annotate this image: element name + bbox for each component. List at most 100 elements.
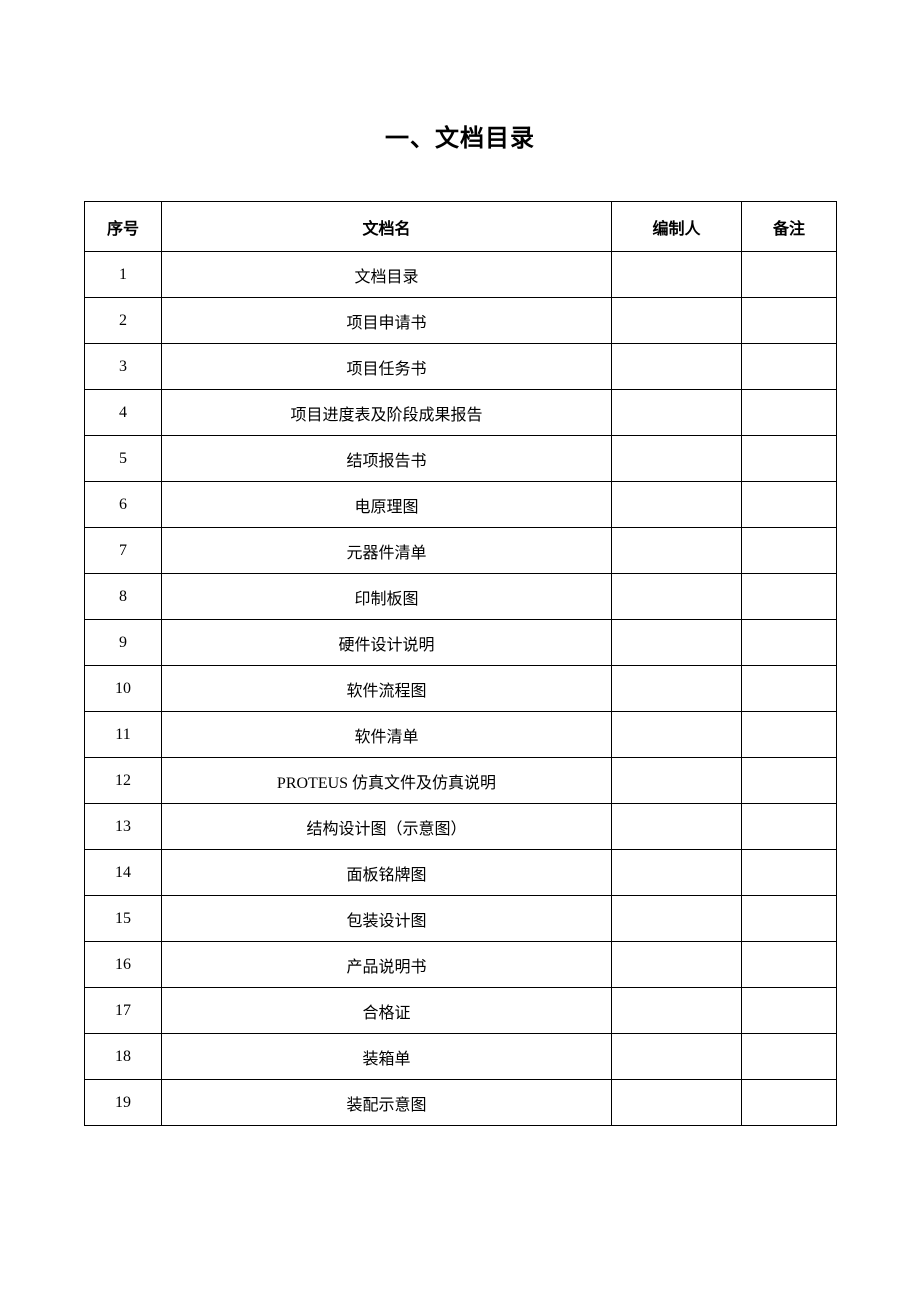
cell-author (612, 804, 742, 850)
cell-name: 硬件设计说明 (162, 620, 612, 666)
cell-author (612, 666, 742, 712)
cell-seq: 17 (85, 988, 162, 1034)
table-row: 7 元器件清单 (85, 528, 837, 574)
cell-remark (742, 896, 837, 942)
cell-seq: 15 (85, 896, 162, 942)
col-header-remark: 备注 (742, 202, 837, 252)
cell-author (612, 436, 742, 482)
cell-remark (742, 850, 837, 896)
cell-author (612, 712, 742, 758)
cell-author (612, 390, 742, 436)
table-body: 1 文档目录 2 项目申请书 3 项目任务书 4 项目进度表及阶段成果报告 5 … (85, 252, 837, 1126)
cell-name: 产品说明书 (162, 942, 612, 988)
cell-name: 电原理图 (162, 482, 612, 528)
col-header-author: 编制人 (612, 202, 742, 252)
table-row: 9 硬件设计说明 (85, 620, 837, 666)
cell-seq: 1 (85, 252, 162, 298)
cell-author (612, 1034, 742, 1080)
cell-name: 结项报告书 (162, 436, 612, 482)
cell-name: 包装设计图 (162, 896, 612, 942)
cell-name: 项目申请书 (162, 298, 612, 344)
cell-seq: 7 (85, 528, 162, 574)
cell-name: 项目进度表及阶段成果报告 (162, 390, 612, 436)
cell-author (612, 482, 742, 528)
cell-remark (742, 482, 837, 528)
cell-remark (742, 298, 837, 344)
col-header-name: 文档名 (162, 202, 612, 252)
cell-name: 装箱单 (162, 1034, 612, 1080)
cell-seq: 12 (85, 758, 162, 804)
page-title: 一、文档目录 (84, 118, 836, 153)
table-row: 15 包装设计图 (85, 896, 837, 942)
table-header-row: 序号 文档名 编制人 备注 (85, 202, 837, 252)
cell-seq: 11 (85, 712, 162, 758)
table-row: 10 软件流程图 (85, 666, 837, 712)
table-row: 12 PROTEUS 仿真文件及仿真说明 (85, 758, 837, 804)
cell-remark (742, 804, 837, 850)
table-row: 19 装配示意图 (85, 1080, 837, 1126)
cell-name: 文档目录 (162, 252, 612, 298)
cell-seq: 4 (85, 390, 162, 436)
cell-seq: 19 (85, 1080, 162, 1126)
cell-name: PROTEUS 仿真文件及仿真说明 (162, 758, 612, 804)
cell-name: 合格证 (162, 988, 612, 1034)
document-table: 序号 文档名 编制人 备注 1 文档目录 2 项目申请书 3 项目任务书 4 项… (84, 201, 837, 1126)
table-row: 8 印制板图 (85, 574, 837, 620)
cell-author (612, 298, 742, 344)
cell-remark (742, 252, 837, 298)
cell-remark (742, 666, 837, 712)
cell-remark (742, 942, 837, 988)
cell-seq: 5 (85, 436, 162, 482)
cell-seq: 14 (85, 850, 162, 896)
cell-name: 装配示意图 (162, 1080, 612, 1126)
table-row: 6 电原理图 (85, 482, 837, 528)
cell-remark (742, 1034, 837, 1080)
cell-seq: 10 (85, 666, 162, 712)
cell-name: 项目任务书 (162, 344, 612, 390)
table-row: 2 项目申请书 (85, 298, 837, 344)
cell-seq: 18 (85, 1034, 162, 1080)
table-row: 18 装箱单 (85, 1034, 837, 1080)
cell-seq: 6 (85, 482, 162, 528)
table-row: 17 合格证 (85, 988, 837, 1034)
cell-seq: 8 (85, 574, 162, 620)
cell-seq: 16 (85, 942, 162, 988)
cell-remark (742, 528, 837, 574)
cell-remark (742, 1080, 837, 1126)
cell-name: 面板铭牌图 (162, 850, 612, 896)
cell-author (612, 988, 742, 1034)
cell-name: 结构设计图（示意图） (162, 804, 612, 850)
cell-remark (742, 988, 837, 1034)
cell-remark (742, 436, 837, 482)
cell-name: 软件清单 (162, 712, 612, 758)
cell-seq: 2 (85, 298, 162, 344)
cell-seq: 9 (85, 620, 162, 666)
cell-author (612, 344, 742, 390)
table-row: 3 项目任务书 (85, 344, 837, 390)
table-row: 16 产品说明书 (85, 942, 837, 988)
table-row: 1 文档目录 (85, 252, 837, 298)
col-header-seq: 序号 (85, 202, 162, 252)
table-row: 4 项目进度表及阶段成果报告 (85, 390, 837, 436)
cell-seq: 13 (85, 804, 162, 850)
cell-author (612, 942, 742, 988)
cell-name: 软件流程图 (162, 666, 612, 712)
cell-author (612, 574, 742, 620)
cell-seq: 3 (85, 344, 162, 390)
cell-author (612, 620, 742, 666)
cell-remark (742, 390, 837, 436)
cell-author (612, 252, 742, 298)
table-row: 14 面板铭牌图 (85, 850, 837, 896)
cell-remark (742, 344, 837, 390)
table-row: 11 软件清单 (85, 712, 837, 758)
cell-author (612, 758, 742, 804)
cell-author (612, 528, 742, 574)
cell-remark (742, 574, 837, 620)
table-row: 13 结构设计图（示意图） (85, 804, 837, 850)
cell-author (612, 850, 742, 896)
cell-remark (742, 758, 837, 804)
cell-name: 元器件清单 (162, 528, 612, 574)
table-row: 5 结项报告书 (85, 436, 837, 482)
cell-name: 印制板图 (162, 574, 612, 620)
cell-author (612, 1080, 742, 1126)
